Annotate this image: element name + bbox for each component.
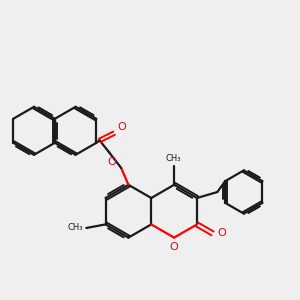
Text: O: O [170, 242, 178, 252]
Text: CH₃: CH₃ [165, 154, 181, 163]
Text: O: O [218, 228, 226, 239]
Text: O: O [108, 157, 116, 167]
Text: O: O [118, 122, 126, 132]
Text: CH₃: CH₃ [68, 224, 83, 232]
